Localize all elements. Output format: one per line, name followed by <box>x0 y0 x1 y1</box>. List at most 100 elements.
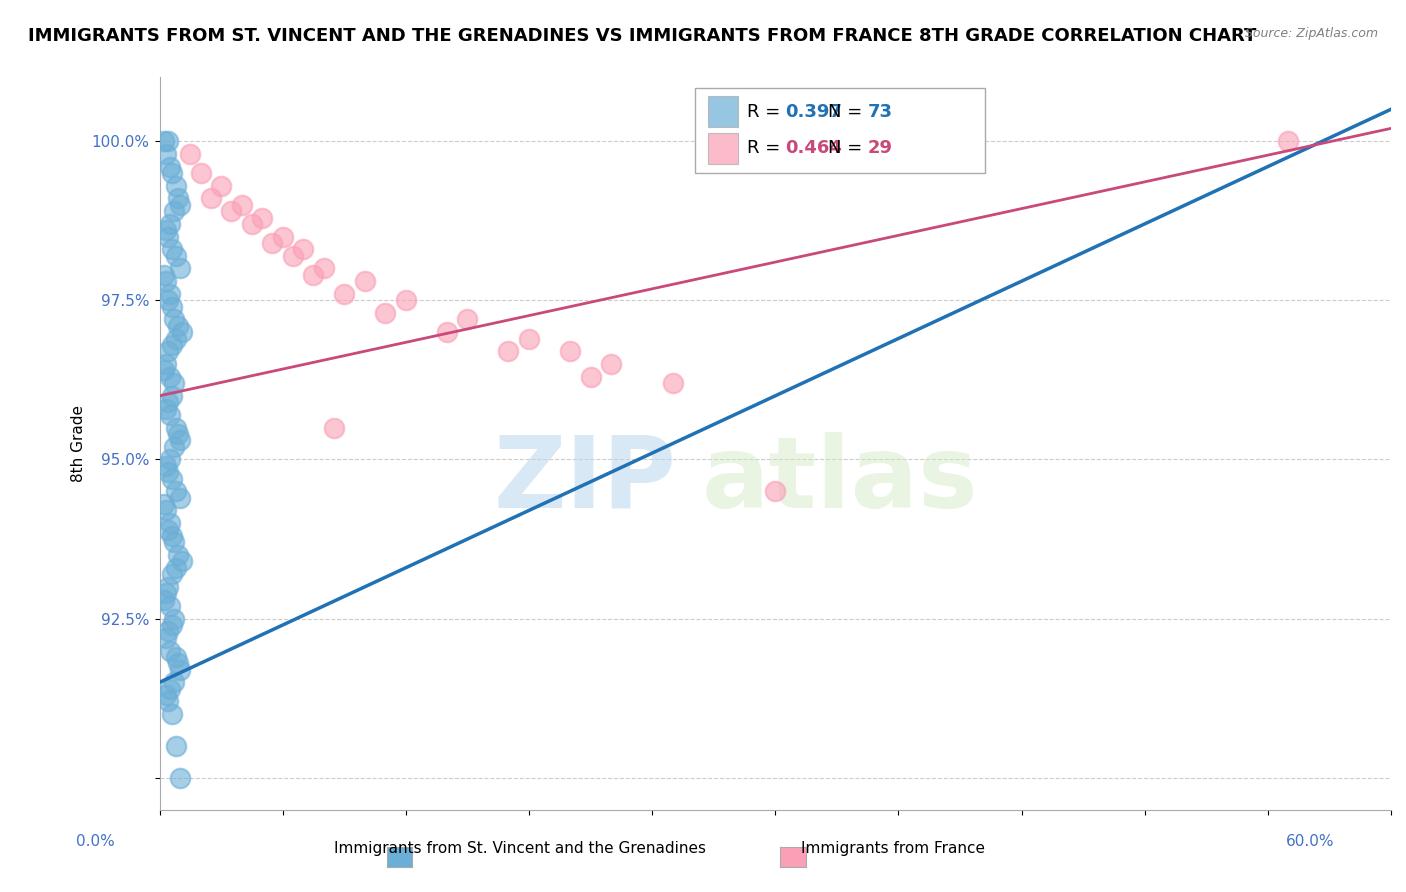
Point <box>231 198 253 212</box>
Point <box>155 688 177 702</box>
Point <box>169 198 191 212</box>
Point <box>169 261 191 276</box>
Point <box>169 771 191 785</box>
Point <box>163 440 186 454</box>
Point <box>159 681 181 696</box>
Point <box>1277 134 1299 148</box>
Point <box>159 452 181 467</box>
Point <box>156 229 179 244</box>
Point <box>165 649 187 664</box>
Point <box>155 401 177 416</box>
Text: 0.397: 0.397 <box>785 103 842 120</box>
Point <box>152 134 174 148</box>
Point <box>167 657 190 671</box>
Text: R =: R = <box>747 139 786 158</box>
Point <box>558 344 581 359</box>
Point <box>323 420 346 434</box>
Point <box>312 261 335 276</box>
Text: 0.0%: 0.0% <box>76 834 115 849</box>
Text: N =: N = <box>828 103 869 120</box>
Text: Immigrants from France: Immigrants from France <box>801 841 984 856</box>
Point <box>156 395 179 409</box>
Point <box>167 427 190 442</box>
Point <box>200 191 222 205</box>
Text: N =: N = <box>828 139 869 158</box>
Point <box>160 389 183 403</box>
Point <box>763 484 786 499</box>
Point <box>209 178 232 193</box>
Text: IMMIGRANTS FROM ST. VINCENT AND THE GRENADINES VS IMMIGRANTS FROM FRANCE 8TH GRA: IMMIGRANTS FROM ST. VINCENT AND THE GREN… <box>28 27 1257 45</box>
Point <box>156 580 179 594</box>
Point <box>160 166 183 180</box>
Point <box>579 369 602 384</box>
Point <box>156 624 179 639</box>
Point <box>165 331 187 345</box>
Point <box>302 268 325 282</box>
Point <box>395 293 418 308</box>
Point <box>155 357 177 371</box>
Point <box>163 312 186 326</box>
Point <box>165 560 187 574</box>
Point <box>250 211 273 225</box>
Point <box>156 344 179 359</box>
Point <box>155 146 177 161</box>
Point <box>160 567 183 582</box>
Point <box>517 331 540 345</box>
Point <box>159 217 181 231</box>
Point <box>156 134 179 148</box>
Point <box>163 612 186 626</box>
Point <box>163 376 186 390</box>
Text: ZIP: ZIP <box>494 432 676 529</box>
Point <box>240 217 263 231</box>
Y-axis label: 8th Grade: 8th Grade <box>72 405 86 482</box>
Point <box>661 376 683 390</box>
Point <box>160 618 183 632</box>
Point <box>160 472 183 486</box>
Point <box>167 548 190 562</box>
Text: Source: ZipAtlas.com: Source: ZipAtlas.com <box>1244 27 1378 40</box>
Point <box>159 516 181 531</box>
Point <box>160 707 183 722</box>
FancyBboxPatch shape <box>707 133 738 164</box>
Point <box>167 318 190 333</box>
Point <box>262 235 284 250</box>
Point <box>155 458 177 473</box>
Point <box>156 694 179 708</box>
Text: atlas: atlas <box>702 432 979 529</box>
Point <box>436 325 458 339</box>
Point <box>159 408 181 422</box>
Text: 29: 29 <box>868 139 893 158</box>
Point <box>165 178 187 193</box>
Point <box>159 287 181 301</box>
Point <box>169 663 191 677</box>
Point <box>152 268 174 282</box>
Point <box>155 223 177 237</box>
Point <box>221 204 243 219</box>
Point <box>271 229 294 244</box>
Point <box>167 191 190 205</box>
Point <box>353 274 375 288</box>
Point <box>374 306 396 320</box>
Point <box>156 293 179 308</box>
Text: 0.464: 0.464 <box>785 139 842 158</box>
Point <box>152 363 174 377</box>
Text: Immigrants from St. Vincent and the Grenadines: Immigrants from St. Vincent and the Gren… <box>335 841 706 856</box>
Point <box>165 249 187 263</box>
Point <box>169 491 191 505</box>
Point <box>165 420 187 434</box>
Point <box>159 643 181 657</box>
Point <box>281 249 304 263</box>
Point <box>160 300 183 314</box>
Point <box>160 529 183 543</box>
Point <box>156 465 179 479</box>
Point <box>292 243 315 257</box>
Point <box>456 312 478 326</box>
Point <box>155 503 177 517</box>
Point <box>152 497 174 511</box>
Point <box>498 344 520 359</box>
Point <box>155 274 177 288</box>
Point <box>160 338 183 352</box>
Point <box>169 434 191 448</box>
Point <box>155 631 177 645</box>
Point <box>600 357 623 371</box>
